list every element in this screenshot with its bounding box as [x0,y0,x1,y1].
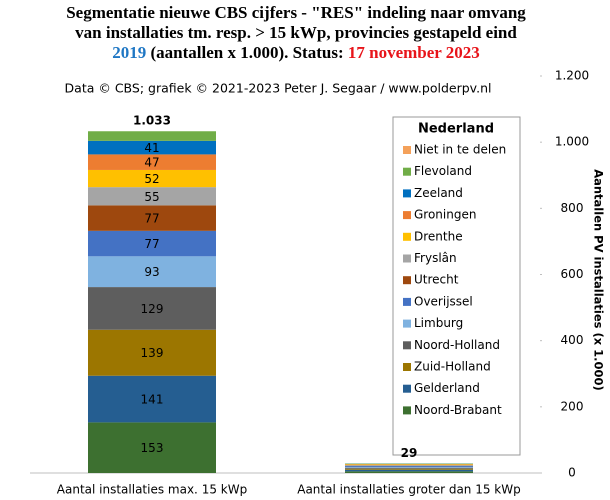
x-tick-label: Aantal installaties max. 15 kWp [57,483,247,497]
data-label: 139 [141,346,164,360]
bar-segment [88,169,216,188]
bar-segment [88,422,216,473]
legend-label: Drenthe [414,229,463,243]
legend-swatch [403,254,411,263]
legend-label: Zuid-Holland [414,360,491,374]
data-label: 77 [144,237,159,251]
data-label: 129 [141,302,164,316]
legend-swatch [403,189,411,198]
legend-label: Groningen [414,208,476,222]
legend-swatch [403,319,411,328]
data-label: 52 [144,172,159,186]
legend-label: Gelderland [414,381,480,395]
legend-label: Limburg [414,316,463,330]
bar-segment [88,329,216,376]
legend-label: Fryslân [414,251,457,265]
data-label: 93 [144,265,159,279]
y-tick-label: 1.000 [555,135,589,149]
bar-segment [345,467,473,468]
bar-segment [88,205,216,231]
bar-segment [345,467,473,469]
bar-segment [88,256,216,288]
bar-segment [88,131,216,141]
chart-title-line: 2019 (aantallen x 1.000). Status: 17 nov… [112,43,480,62]
legend-label: Zeeland [414,186,463,200]
legend-swatch [403,297,411,306]
data-label: 141 [141,393,164,407]
legend-label: Noord-Brabant [414,403,502,417]
legend-swatch [403,167,411,176]
y-tick-label: 800 [561,201,584,215]
legend-swatch [403,232,411,241]
legend-swatch [403,276,411,285]
legend-box [392,116,521,456]
legend-label: Flevoland [414,164,472,178]
bar-segment [345,465,473,466]
chart-title-line: van installaties tm. resp. > 15 kWp, pro… [75,23,517,42]
bar-segment [345,469,473,472]
subtitle: Data © CBS; grafiek © 2021-2023 Peter J.… [65,81,492,96]
y-tick-label: 400 [561,333,584,347]
bar-segment [345,466,473,468]
data-label: 55 [144,190,159,204]
legend-swatch [403,406,411,415]
data-label: 47 [144,156,159,170]
legend-label: Overijssel [414,294,473,308]
bar-segment [88,230,216,257]
bar-segment [345,468,473,470]
bar-segment [345,471,473,473]
legend-label: Utrecht [414,273,459,287]
total-label: 1.033 [133,114,171,128]
bar-segment [88,287,216,330]
y-axis-label: Aantallen PV installaties (x 1.000) [592,169,606,391]
y-tick-label: 200 [561,399,584,413]
y-tick-label: 0 [568,466,576,480]
data-label: 77 [144,212,159,226]
legend-title: Nederland [418,122,494,137]
bar-segment [88,187,216,206]
legend-swatch [403,341,411,350]
bar-segment [345,464,473,466]
y-tick-label: 600 [561,267,584,281]
legend-label: Noord-Holland [414,338,500,352]
title-middle: (aantallen x 1.000). Status: [146,43,348,62]
title-date: 17 november 2023 [348,43,480,62]
legend-swatch [403,211,411,220]
x-tick-label: Aantal installaties groter dan 15 kWp [297,483,521,497]
total-label: 29 [401,446,418,460]
bar-segment [88,140,216,155]
legend-swatch [403,363,411,371]
bar-segment [88,154,216,170]
data-label: 153 [141,441,164,455]
title-year: 2019 [112,43,146,62]
chart-title-line: Segmentatie nieuwe CBS cijfers - "RES" i… [66,3,526,22]
legend-swatch [403,146,411,154]
bar-segment [88,375,216,423]
legend-label: Niet in te delen [414,143,506,157]
legend-swatch [403,384,411,393]
data-label: 41 [144,141,159,155]
y-tick-label: 1.200 [555,69,589,83]
